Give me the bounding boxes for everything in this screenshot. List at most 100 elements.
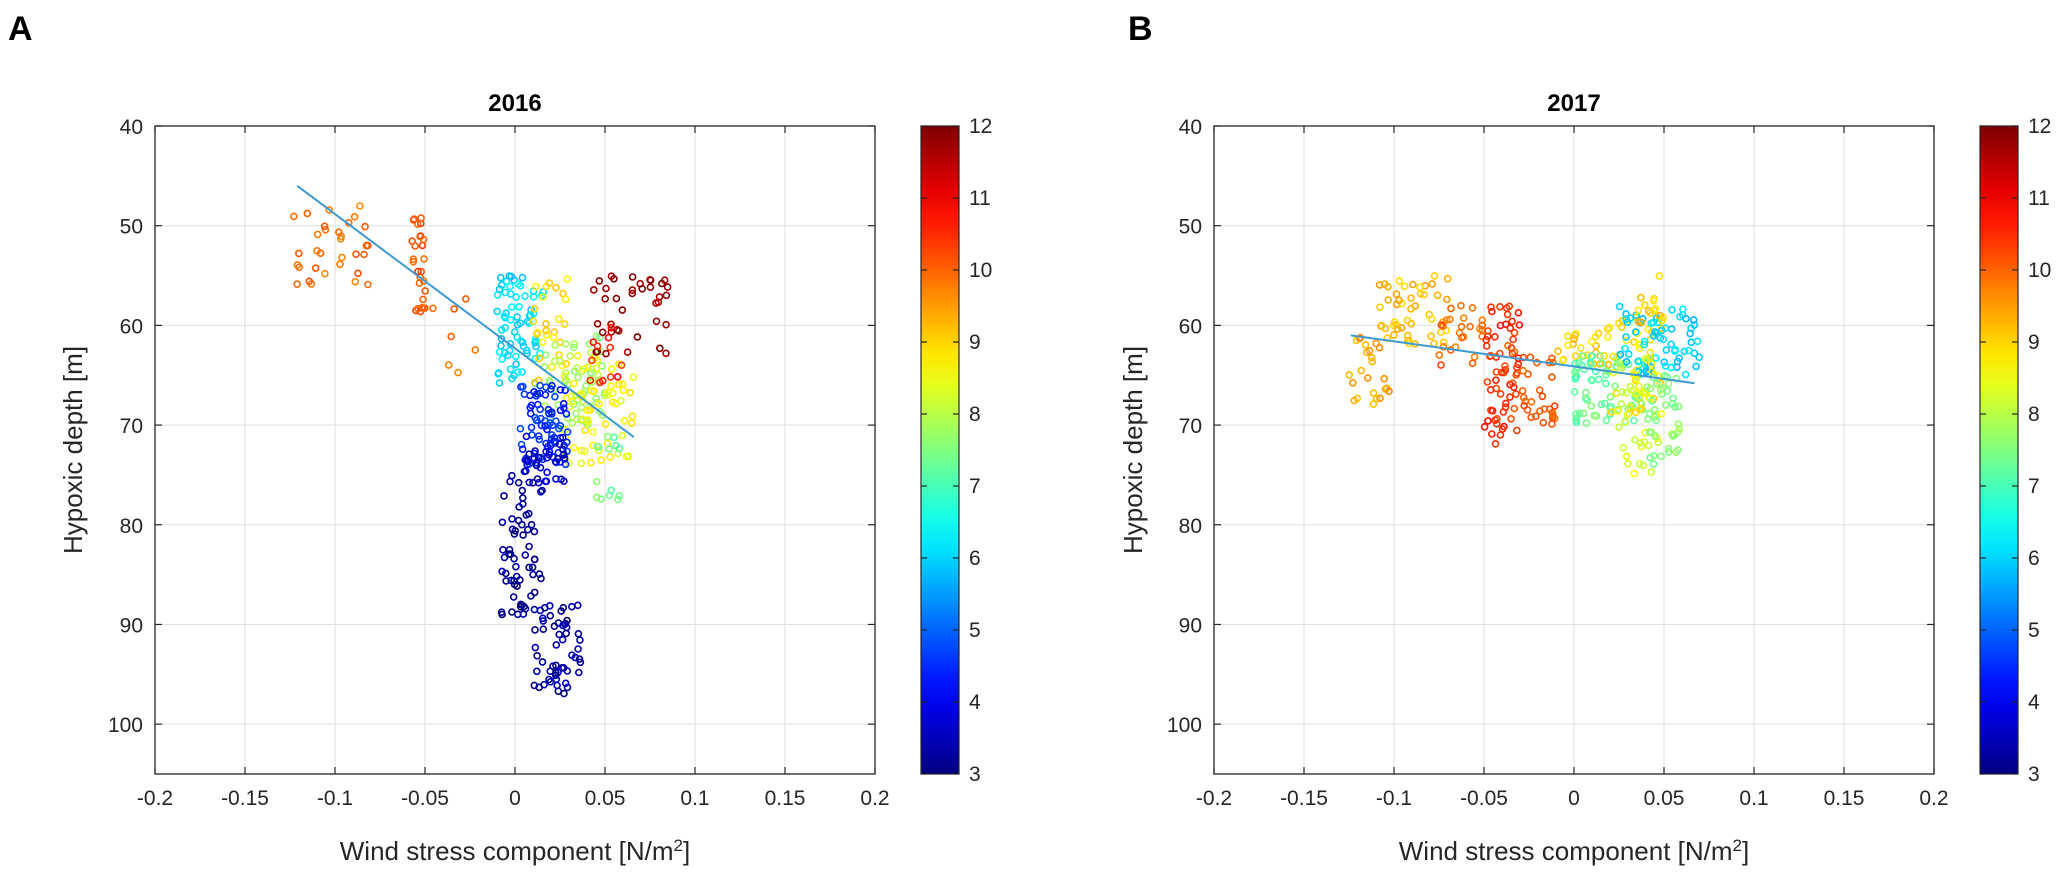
scatter-point bbox=[545, 601, 554, 610]
scatter-point bbox=[1685, 346, 1693, 355]
scatter-point bbox=[1368, 357, 1377, 366]
scatter-point bbox=[568, 419, 577, 427]
scatter-point bbox=[1671, 403, 1679, 411]
colorbar-frame bbox=[1979, 125, 2019, 775]
scatter-point bbox=[1652, 416, 1660, 424]
scatter-point bbox=[290, 212, 298, 221]
scatter-point bbox=[1671, 347, 1679, 355]
scatter-point bbox=[1622, 333, 1630, 341]
scatter-point bbox=[1625, 409, 1633, 418]
scatter-point bbox=[1653, 379, 1661, 388]
scatter-point bbox=[1650, 460, 1658, 468]
scatter-point bbox=[1519, 353, 1528, 362]
scatter-point bbox=[1515, 321, 1524, 329]
scatter-point bbox=[1548, 373, 1556, 381]
scatter-point bbox=[1493, 419, 1501, 428]
scatter-point bbox=[1357, 366, 1365, 375]
scatter-point bbox=[1428, 315, 1436, 323]
scatter-point bbox=[1509, 335, 1517, 344]
scatter-point bbox=[633, 333, 642, 341]
scatter-point bbox=[501, 569, 510, 578]
scatter-point bbox=[531, 626, 539, 634]
scatter-point bbox=[531, 447, 539, 455]
scatter-point bbox=[1623, 411, 1632, 419]
scatter-point bbox=[607, 328, 616, 336]
y-tick-label: 100 bbox=[1167, 714, 1202, 737]
scatter-point bbox=[606, 343, 615, 352]
scatter-point bbox=[1375, 281, 1384, 289]
scatter-point bbox=[1604, 333, 1612, 341]
scatter-point bbox=[592, 364, 601, 373]
scatter-point bbox=[1443, 274, 1452, 283]
scatter-point bbox=[409, 257, 418, 266]
scatter-point bbox=[628, 286, 637, 294]
scatter-point bbox=[506, 316, 515, 324]
scatter-point bbox=[657, 279, 666, 288]
scatter-point bbox=[1507, 414, 1515, 423]
scatter-point bbox=[535, 354, 544, 363]
scatter-point bbox=[1350, 396, 1358, 405]
scatter-point bbox=[548, 381, 556, 390]
scatter-point bbox=[1367, 353, 1376, 362]
scatter-point bbox=[613, 372, 622, 381]
scatter-point bbox=[615, 444, 624, 453]
scatter-point bbox=[628, 273, 637, 281]
scatter-point bbox=[592, 394, 601, 403]
scatter-point bbox=[1634, 357, 1642, 366]
scatter-point bbox=[537, 291, 546, 300]
scatter-point bbox=[549, 662, 557, 671]
scatter-point bbox=[607, 365, 616, 374]
scatter-point bbox=[415, 279, 424, 287]
scatter-point bbox=[561, 386, 570, 395]
scatter-point bbox=[563, 275, 572, 283]
scatter-point bbox=[532, 342, 540, 351]
scatter-point bbox=[522, 511, 531, 519]
scatter-point bbox=[608, 389, 617, 398]
scatter-point bbox=[1390, 331, 1398, 339]
scatter-point bbox=[533, 651, 541, 660]
scatter-point bbox=[1647, 363, 1655, 372]
scatter-point bbox=[538, 486, 546, 495]
scatter-point bbox=[1427, 332, 1435, 341]
scatter-point bbox=[662, 320, 670, 329]
scatter-point bbox=[652, 317, 661, 326]
scatter-point bbox=[1571, 368, 1579, 377]
scatter-point bbox=[614, 449, 622, 458]
scatter-point bbox=[351, 277, 360, 286]
scatter-point bbox=[514, 478, 523, 487]
scatter-point bbox=[1616, 360, 1624, 369]
scatter-point bbox=[518, 273, 527, 282]
scatter-point bbox=[1447, 304, 1455, 313]
y-tick-label: 60 bbox=[1179, 315, 1202, 338]
scatter-point bbox=[1660, 358, 1668, 367]
y-tick-label: 50 bbox=[1179, 216, 1202, 239]
scatter-point bbox=[1420, 290, 1428, 299]
scatter-point bbox=[541, 477, 550, 486]
scatter-point bbox=[1633, 329, 1641, 338]
scatter-point bbox=[1369, 389, 1378, 397]
scatter-point bbox=[1647, 468, 1656, 476]
x-tick-label: 0.15 bbox=[1824, 787, 1865, 810]
scatter-point bbox=[569, 443, 578, 452]
scatter-point bbox=[573, 601, 582, 610]
scatter-point bbox=[551, 392, 559, 401]
scatter-point bbox=[1380, 280, 1389, 289]
scatter-point bbox=[1582, 419, 1591, 427]
scatter-point bbox=[571, 653, 580, 662]
colorbar-tick-label: 3 bbox=[969, 763, 981, 786]
scatter-point bbox=[563, 667, 572, 675]
x-axis-label-suffix: ] bbox=[1742, 836, 1749, 866]
scatter-point bbox=[1519, 393, 1528, 402]
x-axis-label-text: Wind stress component [N/m bbox=[1399, 836, 1733, 866]
scatter-point bbox=[663, 283, 672, 291]
scatter-point bbox=[584, 418, 592, 426]
scatter-point bbox=[1349, 379, 1357, 387]
scatter-point bbox=[1492, 368, 1501, 376]
scatter-point bbox=[655, 293, 664, 301]
x-tick-label: -0.1 bbox=[1376, 787, 1412, 810]
scatter-point bbox=[419, 304, 427, 312]
scatter-point bbox=[1409, 280, 1417, 289]
scatter-point bbox=[1575, 409, 1584, 418]
colorbar-ticks bbox=[921, 125, 959, 775]
scatter-point bbox=[527, 401, 536, 410]
